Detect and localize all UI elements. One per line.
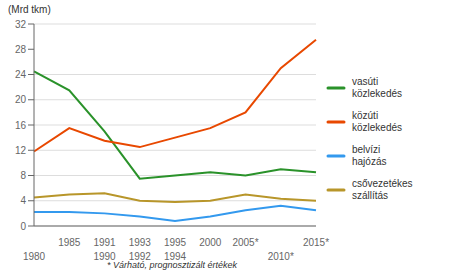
html-text:vasúti: vasúti bbox=[352, 76, 379, 87]
svg-text:1995: 1995 bbox=[164, 237, 187, 248]
svg-text:1990: 1990 bbox=[93, 251, 116, 260]
svg-text:1991: 1991 bbox=[93, 237, 116, 248]
html-text:közlekedés: közlekedés bbox=[352, 122, 402, 133]
svg-text:1985: 1985 bbox=[58, 237, 81, 248]
svg-text:2015*: 2015* bbox=[303, 237, 329, 248]
html-text:(Mrd tkm): (Mrd tkm) bbox=[8, 4, 51, 15]
svg-text:1993: 1993 bbox=[129, 237, 152, 248]
html-text:csővezetékes: csővezetékes bbox=[352, 178, 413, 189]
svg-text:2005*: 2005* bbox=[232, 237, 258, 248]
html-text:belvízi: belvízi bbox=[352, 144, 381, 155]
svg-text:0: 0 bbox=[20, 221, 26, 232]
html-text:* Várható, prognosztizált érté: * Várható, prognosztizált értékek bbox=[107, 260, 237, 270]
svg-text:2000: 2000 bbox=[199, 237, 222, 248]
svg-text:16: 16 bbox=[15, 120, 27, 131]
svg-text:24: 24 bbox=[15, 69, 27, 80]
svg-text:12: 12 bbox=[15, 145, 27, 156]
svg-text:1992: 1992 bbox=[129, 251, 152, 260]
svg-text:28: 28 bbox=[15, 44, 27, 55]
svg-text:2010*: 2010* bbox=[268, 251, 294, 260]
html-text:közúti: közúti bbox=[352, 110, 379, 121]
html-text:közlekedés: közlekedés bbox=[352, 88, 402, 99]
svg-text:8: 8 bbox=[20, 170, 26, 181]
svg-text:1994: 1994 bbox=[164, 251, 187, 260]
svg-text:4: 4 bbox=[20, 195, 26, 206]
html-text:hajózás: hajózás bbox=[352, 156, 387, 167]
svg-text:32: 32 bbox=[15, 19, 27, 30]
html-text:szállítás: szállítás bbox=[352, 190, 389, 201]
svg-text:1980: 1980 bbox=[23, 251, 46, 260]
svg-text:20: 20 bbox=[15, 94, 27, 105]
